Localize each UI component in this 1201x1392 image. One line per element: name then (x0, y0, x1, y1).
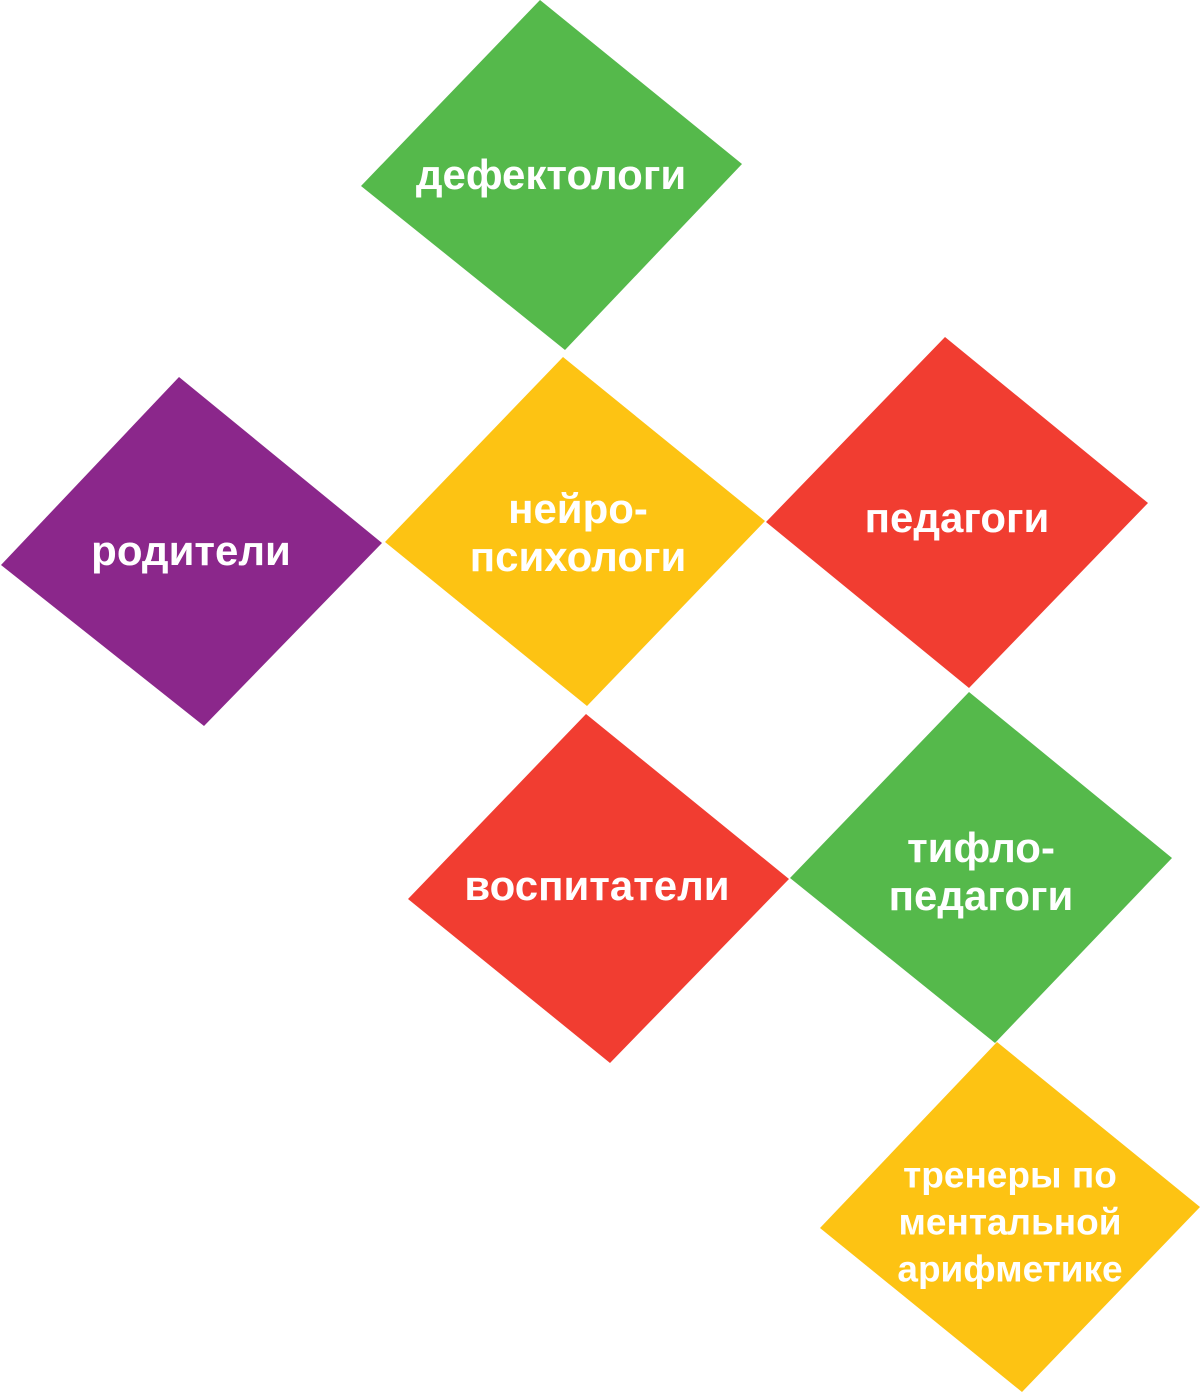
label-pedagogi: педагоги (865, 494, 1050, 542)
label-defektologi: дефектологи (416, 151, 686, 199)
diamond-trenery (820, 1042, 1200, 1392)
label-line: воспитатели (464, 862, 730, 909)
diamond-pedagogi (766, 337, 1148, 688)
diamond-vospitateli (408, 714, 789, 1063)
label-line: родители (91, 527, 291, 574)
label-line: арифметике (897, 1248, 1123, 1290)
label-line: дефектологи (415, 151, 687, 198)
label-line: нейро- (508, 485, 648, 532)
diamond-defektologi (361, 0, 742, 350)
label-line: тифло- (907, 824, 1055, 871)
label-neiropsikhologi: нейро- психологи (470, 485, 687, 581)
diamond-roditeli (1, 377, 382, 726)
label-vospitateli: воспитатели (464, 862, 729, 910)
label-line: педагоги (864, 494, 1050, 541)
label-line: ментальной (898, 1201, 1122, 1243)
label-tiflopedagogi: тифло- педагоги (889, 824, 1074, 920)
label-roditeli: родители (91, 527, 291, 575)
label-line: психологи (469, 533, 687, 580)
label-line: тренеры по (903, 1154, 1117, 1196)
diamond-tiflopedagogi (790, 692, 1172, 1043)
diamond-neiropsikhologi (385, 357, 765, 706)
label-line: педагоги (888, 872, 1074, 919)
label-trenery: тренеры по ментальной арифметике (897, 1152, 1122, 1293)
